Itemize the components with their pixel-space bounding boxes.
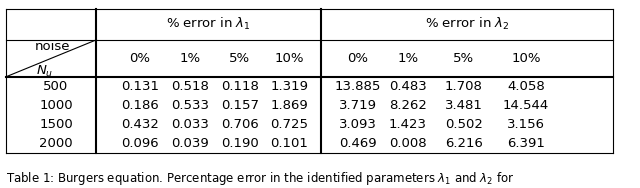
Text: 10%: 10%	[511, 52, 541, 65]
Text: 10%: 10%	[275, 52, 304, 65]
Text: 6.216: 6.216	[445, 137, 483, 150]
Text: 0.101: 0.101	[271, 137, 308, 150]
Text: 0.008: 0.008	[389, 137, 427, 150]
Text: 5%: 5%	[229, 52, 250, 65]
Text: 1000: 1000	[39, 99, 73, 112]
Text: 13.885: 13.885	[335, 80, 381, 93]
Text: 1.423: 1.423	[388, 118, 427, 131]
Text: 3.719: 3.719	[339, 99, 377, 112]
Text: 0.033: 0.033	[171, 118, 209, 131]
Text: % error in $\lambda_1$: % error in $\lambda_1$	[166, 16, 251, 32]
Text: 0%: 0%	[348, 52, 369, 65]
Text: 8.262: 8.262	[389, 99, 427, 112]
Text: 3.156: 3.156	[507, 118, 545, 131]
Text: $N_u$: $N_u$	[36, 64, 53, 79]
Text: 3.481: 3.481	[445, 99, 483, 112]
Text: noise: noise	[35, 39, 70, 53]
Text: 14.544: 14.544	[503, 99, 549, 112]
Text: 0.725: 0.725	[271, 118, 308, 131]
Text: Table 1: Burgers equation. Percentage error in the identified parameters $\lambd: Table 1: Burgers equation. Percentage er…	[6, 171, 515, 187]
Text: 0.096: 0.096	[121, 137, 159, 150]
Text: 1.869: 1.869	[271, 99, 308, 112]
Text: % error in $\lambda_2$: % error in $\lambda_2$	[424, 16, 509, 32]
Text: 2000: 2000	[39, 137, 73, 150]
Text: 500: 500	[44, 80, 68, 93]
Text: 0.039: 0.039	[171, 137, 209, 150]
Text: 0.518: 0.518	[171, 80, 209, 93]
Text: 0.186: 0.186	[121, 99, 159, 112]
Text: 0.469: 0.469	[339, 137, 377, 150]
Text: 0.533: 0.533	[171, 99, 209, 112]
Text: 0%: 0%	[129, 52, 150, 65]
Text: 0.131: 0.131	[121, 80, 159, 93]
Text: 0.706: 0.706	[221, 118, 259, 131]
Text: 0.502: 0.502	[445, 118, 483, 131]
Text: 1.319: 1.319	[271, 80, 308, 93]
Text: 0.432: 0.432	[121, 118, 159, 131]
Text: 1500: 1500	[39, 118, 73, 131]
Text: 1%: 1%	[397, 52, 419, 65]
Text: 0.190: 0.190	[221, 137, 259, 150]
Text: 1%: 1%	[179, 52, 200, 65]
Text: 3.093: 3.093	[339, 118, 377, 131]
Text: 0.118: 0.118	[221, 80, 259, 93]
Text: 6.391: 6.391	[507, 137, 545, 150]
Text: 0.157: 0.157	[221, 99, 259, 112]
Text: 1.708: 1.708	[445, 80, 483, 93]
Text: 4.058: 4.058	[507, 80, 545, 93]
Text: 0.483: 0.483	[389, 80, 427, 93]
Text: 5%: 5%	[453, 52, 474, 65]
